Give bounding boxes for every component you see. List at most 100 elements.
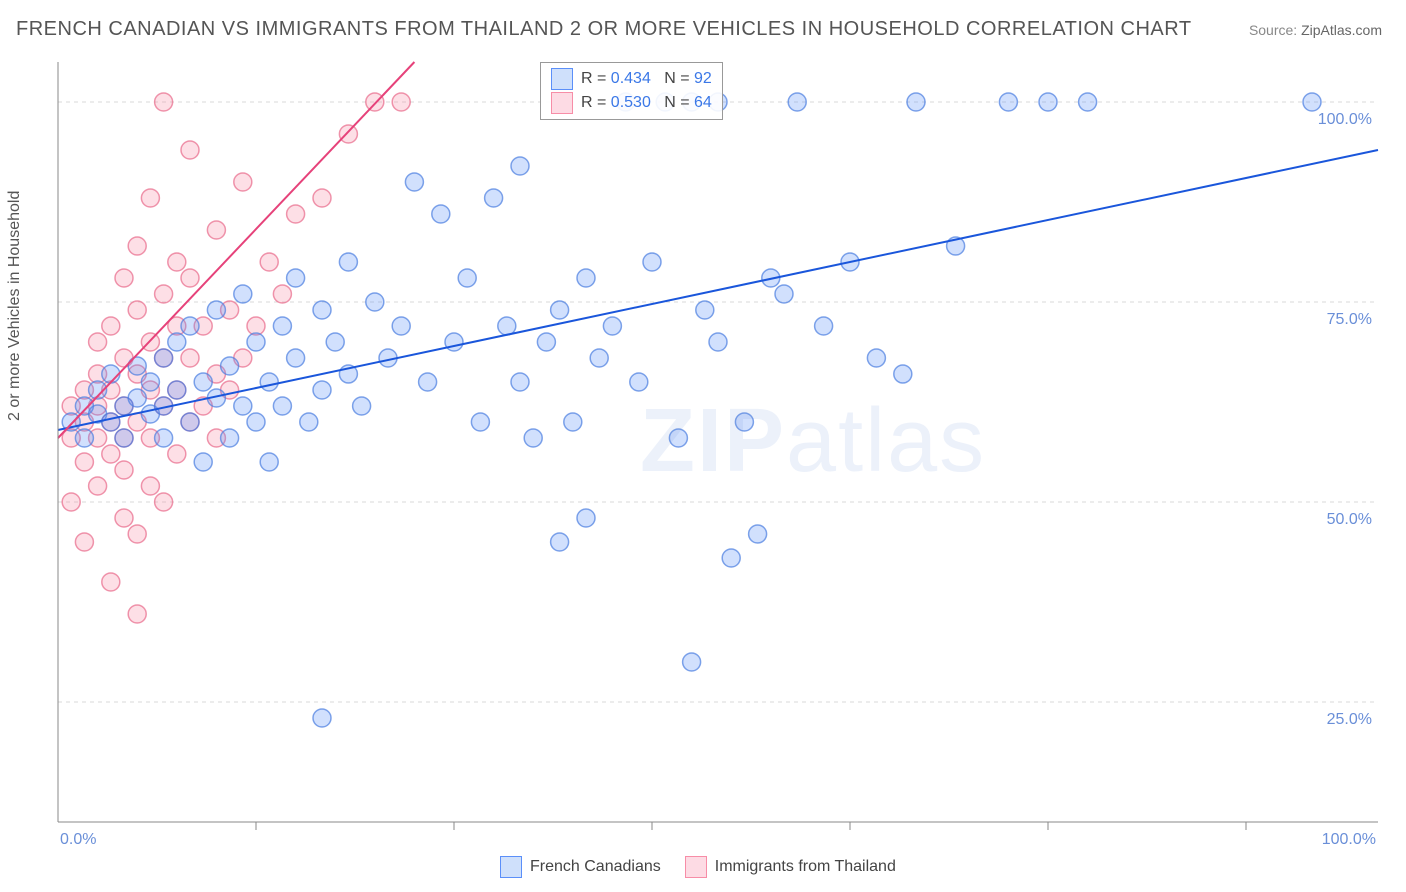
data-point bbox=[722, 549, 740, 567]
data-point bbox=[221, 429, 239, 447]
data-point bbox=[1079, 93, 1097, 111]
data-point bbox=[181, 349, 199, 367]
data-point bbox=[287, 205, 305, 223]
data-point bbox=[471, 413, 489, 431]
data-point bbox=[273, 285, 291, 303]
data-point bbox=[551, 301, 569, 319]
y-tick-label: 50.0% bbox=[1327, 511, 1372, 528]
data-point bbox=[669, 429, 687, 447]
plot-svg: 25.0%50.0%75.0%100.0%0.0%100.0% bbox=[48, 56, 1388, 846]
data-point bbox=[392, 93, 410, 111]
data-point bbox=[234, 173, 252, 191]
legend-item: Immigrants from Thailand bbox=[685, 856, 896, 878]
data-point bbox=[392, 317, 410, 335]
data-point bbox=[115, 429, 133, 447]
data-point bbox=[115, 461, 133, 479]
data-point bbox=[749, 525, 767, 543]
data-point bbox=[194, 373, 212, 391]
data-point bbox=[102, 445, 120, 463]
data-point bbox=[485, 189, 503, 207]
data-point bbox=[630, 373, 648, 391]
data-point bbox=[458, 269, 476, 287]
data-point bbox=[155, 349, 173, 367]
data-point bbox=[273, 397, 291, 415]
legend-swatch bbox=[685, 856, 707, 878]
data-point bbox=[907, 93, 925, 111]
y-tick-label: 75.0% bbox=[1327, 311, 1372, 328]
data-point bbox=[128, 237, 146, 255]
data-point bbox=[353, 397, 371, 415]
data-point bbox=[326, 333, 344, 351]
legend-swatch bbox=[551, 68, 573, 90]
data-point bbox=[168, 445, 186, 463]
legend-label: Immigrants from Thailand bbox=[715, 858, 896, 876]
data-point bbox=[524, 429, 542, 447]
data-point bbox=[141, 373, 159, 391]
data-point bbox=[141, 189, 159, 207]
legend-item: French Canadians bbox=[500, 856, 661, 878]
data-point bbox=[75, 429, 93, 447]
trend-line bbox=[58, 150, 1378, 430]
data-point bbox=[405, 173, 423, 191]
data-point bbox=[181, 269, 199, 287]
data-point bbox=[1039, 93, 1057, 111]
data-point bbox=[115, 509, 133, 527]
data-point bbox=[313, 381, 331, 399]
data-point bbox=[115, 269, 133, 287]
legend-row: R = 0.434 N = 92 bbox=[551, 67, 712, 91]
data-point bbox=[260, 253, 278, 271]
y-tick-label: 100.0% bbox=[1318, 111, 1372, 128]
chart-title: FRENCH CANADIAN VS IMMIGRANTS FROM THAIL… bbox=[16, 18, 1192, 41]
data-point bbox=[709, 333, 727, 351]
data-point bbox=[643, 253, 661, 271]
legend-text: R = 0.530 N = 64 bbox=[581, 91, 712, 115]
legend-row: R = 0.530 N = 64 bbox=[551, 91, 712, 115]
correlation-legend: R = 0.434 N = 92R = 0.530 N = 64 bbox=[540, 62, 723, 120]
data-point bbox=[207, 221, 225, 239]
data-point bbox=[181, 141, 199, 159]
data-point bbox=[498, 317, 516, 335]
data-point bbox=[128, 525, 146, 543]
data-point bbox=[313, 301, 331, 319]
data-point bbox=[155, 93, 173, 111]
data-point bbox=[234, 285, 252, 303]
legend-label: French Canadians bbox=[530, 858, 661, 876]
data-point bbox=[102, 365, 120, 383]
data-point bbox=[577, 509, 595, 527]
legend-swatch bbox=[500, 856, 522, 878]
data-point bbox=[128, 389, 146, 407]
data-point bbox=[168, 253, 186, 271]
data-point bbox=[155, 493, 173, 511]
data-point bbox=[155, 285, 173, 303]
data-point bbox=[287, 349, 305, 367]
data-point bbox=[247, 413, 265, 431]
data-point bbox=[867, 349, 885, 367]
data-point bbox=[551, 533, 569, 551]
x-tick-label: 0.0% bbox=[60, 831, 96, 846]
data-point bbox=[735, 413, 753, 431]
data-point bbox=[102, 317, 120, 335]
data-point bbox=[999, 93, 1017, 111]
y-tick-label: 25.0% bbox=[1327, 711, 1372, 728]
data-point bbox=[128, 605, 146, 623]
data-point bbox=[300, 413, 318, 431]
series-legend: French Canadians Immigrants from Thailand bbox=[500, 856, 896, 878]
data-point bbox=[366, 293, 384, 311]
data-point bbox=[141, 477, 159, 495]
data-point bbox=[683, 653, 701, 671]
data-point bbox=[788, 93, 806, 111]
data-point bbox=[432, 205, 450, 223]
data-point bbox=[696, 301, 714, 319]
data-point bbox=[155, 429, 173, 447]
data-point bbox=[577, 269, 595, 287]
data-point bbox=[247, 333, 265, 351]
y-axis-label: 2 or more Vehicles in Household bbox=[6, 191, 24, 421]
data-point bbox=[537, 333, 555, 351]
data-point bbox=[511, 373, 529, 391]
data-point bbox=[89, 333, 107, 351]
data-point bbox=[62, 493, 80, 511]
source-value: ZipAtlas.com bbox=[1301, 22, 1382, 38]
data-point bbox=[181, 413, 199, 431]
data-point bbox=[894, 365, 912, 383]
data-point bbox=[102, 573, 120, 591]
